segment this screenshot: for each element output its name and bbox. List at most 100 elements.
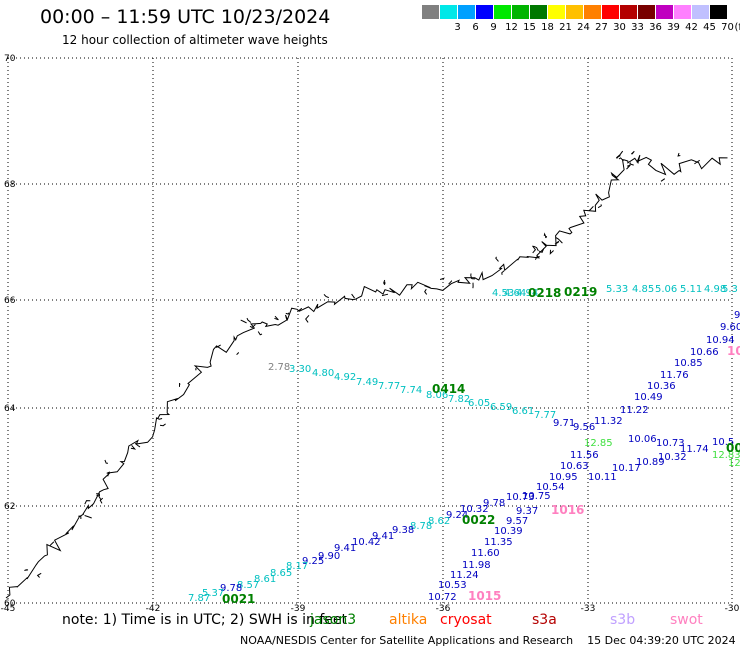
swh-value: 11.60 — [471, 548, 500, 559]
legend-label: 45 — [703, 22, 716, 33]
swh-value: 10.5 — [712, 437, 734, 448]
swh-value: 9.78 — [220, 583, 242, 594]
mission-name: jason3 — [310, 612, 357, 628]
swh-value: 10.89 — [636, 457, 665, 468]
legend-swatch — [440, 5, 457, 19]
legend-label: 70 — [721, 22, 734, 33]
swh-value: 2.78 — [268, 362, 290, 373]
swh-value: 12.83 — [712, 450, 740, 461]
footer: NOAA/NESDIS Center for Satellite Applica… — [240, 634, 736, 647]
swh-value: 9.56 — [573, 422, 595, 433]
swh-value: 9.57 — [506, 516, 528, 527]
legend-swatch — [710, 5, 727, 19]
pass-time-label: 0414 — [432, 382, 465, 396]
swh-value: 7.77 — [378, 381, 400, 392]
swh-value: 9.41 — [372, 531, 394, 542]
legend-label: 39 — [667, 22, 680, 33]
legend-swatch — [584, 5, 601, 19]
lat-lon-grid — [7, 57, 733, 604]
legend-unit: (ft) — [734, 22, 740, 33]
swh-value: 10.54 — [536, 482, 565, 493]
legend-label: 21 — [559, 22, 572, 33]
swh-value: 10.17 — [612, 463, 641, 474]
legend-swatch — [494, 5, 511, 19]
swh-value: 6.05 — [468, 398, 490, 409]
swh-value: 5.37 — [202, 588, 224, 599]
swh-value: 11.74 — [680, 444, 709, 455]
swh-value: 12.85 — [584, 438, 613, 449]
swh-value: 5.33 — [606, 284, 628, 295]
swh-value: 10.11 — [588, 472, 617, 483]
swh-value: 11.22 — [620, 405, 649, 416]
note-text: note: 1) Time is in UTC; 2) SWH is in fe… — [62, 612, 348, 628]
legend-label: 24 — [577, 22, 590, 33]
swh-value: 9.25 — [302, 556, 324, 567]
pass-time-label: 10 — [727, 344, 740, 358]
swh-value: 10.66 — [690, 347, 719, 358]
lon-label: -45 — [1, 604, 16, 614]
swh-value: 8.65 — [270, 568, 292, 579]
legend-label: 27 — [595, 22, 608, 33]
legend-swatch — [692, 5, 709, 19]
swh-value: 8.06 — [426, 390, 448, 401]
swh-value: 3.30 — [289, 364, 311, 375]
swh-value: 10.39 — [494, 526, 523, 537]
legend-swatch — [656, 5, 673, 19]
swh-value: 9.24 — [446, 510, 468, 521]
swh-value: 10.85 — [674, 358, 703, 369]
swh-value: 8.62 — [428, 516, 450, 527]
swh-value: 7.77 — [534, 410, 556, 421]
swh-value: 4.64 — [504, 288, 526, 299]
legend-label: 33 — [631, 22, 644, 33]
legend-swatch — [422, 5, 439, 19]
swh-value: 8.61 — [254, 574, 276, 585]
swh-value: 4.94 — [516, 288, 538, 299]
legend-swatch — [674, 5, 691, 19]
swh-value: 9.41 — [334, 543, 356, 554]
swh-value: 6.59 — [490, 402, 512, 413]
swh-value: 11.56 — [570, 450, 599, 461]
pass-time-label: 1016 — [551, 503, 584, 517]
swh-value: 10.53 — [438, 580, 467, 591]
swh-value: 4.85 — [632, 284, 654, 295]
lon-label: -42 — [146, 604, 161, 614]
swh-value: 7.49 — [356, 377, 378, 388]
coastline-path — [5, 154, 728, 599]
swh-value: 4.92 — [334, 372, 356, 383]
swh-value: 10.75 — [522, 491, 551, 502]
mission-name: swot — [670, 612, 703, 628]
legend-label: 42 — [685, 22, 698, 33]
pass-time-label: 0219 — [564, 285, 597, 299]
swh-value: 10.32 — [658, 452, 687, 463]
swh-value: 4.80 — [312, 368, 334, 379]
map-subtitle: 12 hour collection of altimeter wave hei… — [62, 33, 328, 47]
lat-label: 64 — [4, 404, 16, 414]
pass-time-label: 1015 — [468, 589, 501, 603]
lat-label: 70 — [4, 54, 16, 64]
swh-value: 9.38 — [392, 525, 414, 536]
swh-value: 10.36 — [647, 381, 676, 392]
legend-label: 12 — [505, 22, 518, 33]
lat-label: 62 — [4, 502, 15, 512]
swh-value: 5.11 — [680, 284, 702, 295]
coastline-islands — [24, 150, 700, 578]
swh-value: 11.35 — [484, 537, 513, 548]
legend-swatch — [476, 5, 493, 19]
pass-time-label: 0022 — [462, 513, 495, 527]
swh-value: 10.72 — [428, 592, 457, 603]
lat-label: 60 — [4, 599, 16, 609]
mission-name: altika — [389, 612, 428, 628]
swh-value: 11.24 — [450, 570, 479, 581]
lon-label: -33 — [581, 604, 596, 614]
legend-label: 3 — [454, 22, 461, 33]
swh-value: 9 — [734, 310, 740, 321]
legend-label: 15 — [523, 22, 536, 33]
swh-value: 9.90 — [318, 551, 340, 562]
swh-value: 8.57 — [237, 580, 259, 591]
swh-value: 8.78 — [410, 521, 432, 532]
legend-swatch — [566, 5, 583, 19]
lon-label: -36 — [436, 604, 451, 614]
swh-value: 12 — [728, 458, 740, 469]
swh-track-values: 4.534.644.94 5.33 4.85 5.06 5.11 4.985.3 2.783… — [188, 284, 740, 604]
